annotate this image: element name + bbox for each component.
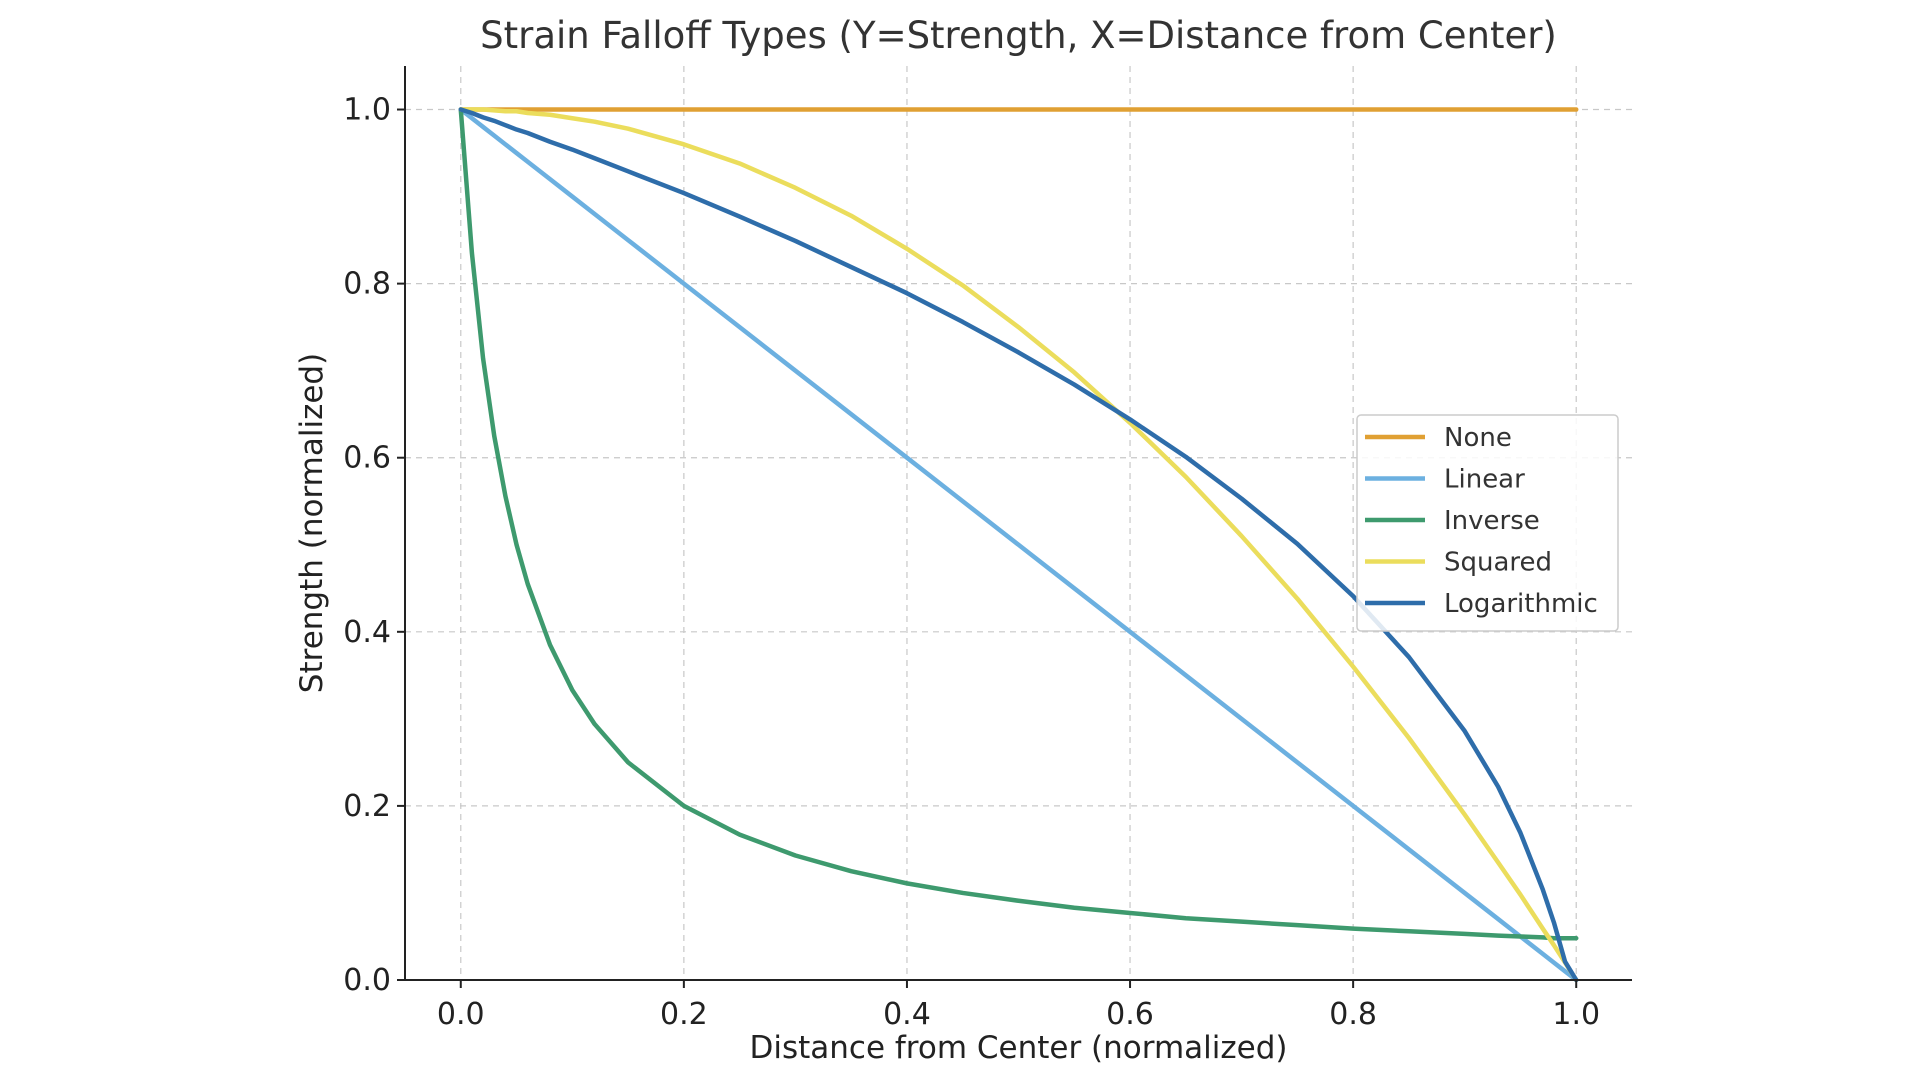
- y-tick-label: 1.0: [343, 93, 391, 128]
- x-tick-label: 0.2: [660, 997, 708, 1032]
- y-axis-label: Strength (normalized): [294, 353, 330, 693]
- y-tick-label: 0.0: [343, 963, 391, 998]
- x-tick-label: 1.0: [1552, 997, 1600, 1032]
- series-line-logarithmic: [458, 107, 1579, 983]
- x-axis-label: Distance from Center (normalized): [749, 1030, 1287, 1066]
- series-line-linear: [458, 107, 1579, 983]
- y-tick-label: 0.6: [343, 441, 391, 476]
- legend-label-inverse: Inverse: [1444, 506, 1540, 536]
- x-tick-label: 0.6: [1106, 997, 1154, 1032]
- y-tick-label: 0.4: [343, 615, 391, 650]
- legend-label-linear: Linear: [1444, 465, 1525, 495]
- chart-title: Strain Falloff Types (Y=Strength, X=Dist…: [480, 14, 1557, 57]
- series-lines: [458, 107, 1579, 983]
- y-tick-label: 0.8: [343, 267, 391, 302]
- axes: [404, 66, 1632, 981]
- legend-label-squared: Squared: [1444, 548, 1552, 578]
- series-line-squared: [458, 107, 1579, 983]
- legend-label-logarithmic: Logarithmic: [1444, 589, 1598, 619]
- x-tick-label: 0.4: [883, 997, 931, 1032]
- x-tick-label: 0.0: [437, 997, 485, 1032]
- legend: None Linear Inverse Squared Logarithmic: [1356, 414, 1619, 632]
- legend-box: [1356, 414, 1619, 632]
- legend-label-none: None: [1444, 423, 1512, 453]
- series-line-inverse: [458, 107, 1579, 941]
- x-tick-label: 0.8: [1329, 997, 1377, 1032]
- y-tick-label: 0.2: [343, 789, 391, 824]
- ticks: 0.0 0.2 0.4 0.6 0.8 1.0 0.0 0.2 0.4 0.6 0.8 1.0: [343, 93, 1600, 1032]
